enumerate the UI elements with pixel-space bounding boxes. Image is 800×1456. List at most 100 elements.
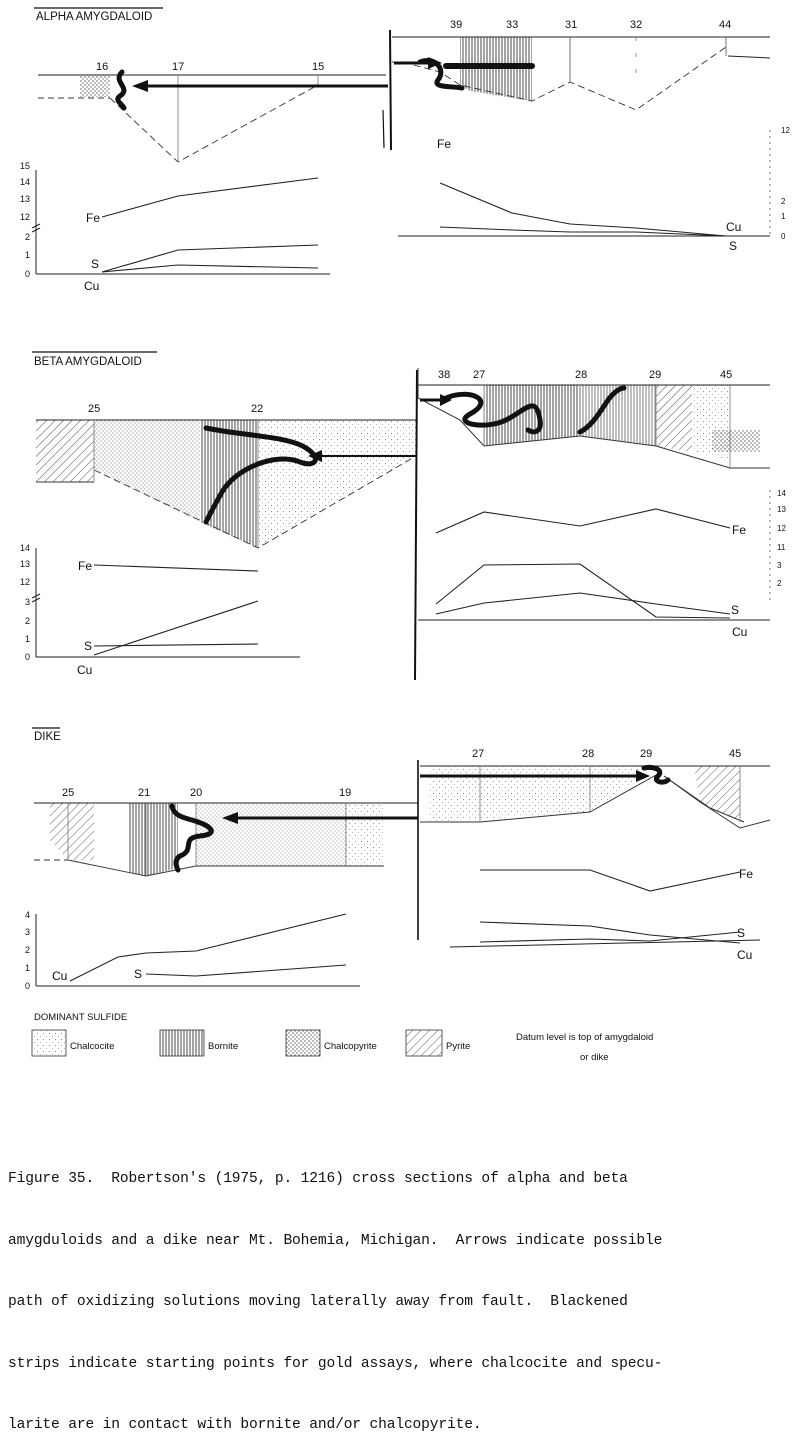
alpha-east-cross-section: 39 33 31 32 44 bbox=[391, 19, 771, 111]
alpha-fault-line-secondary bbox=[382, 109, 385, 149]
alpha-west-s-label: S bbox=[91, 257, 99, 271]
beta-east-s-label: S bbox=[731, 603, 739, 617]
beta-east-tick: 11 bbox=[777, 543, 786, 552]
figure-caption: Figure 35. Robertson's (1975, p. 1216) c… bbox=[8, 1128, 798, 1456]
alpha-hole-label: 32 bbox=[630, 19, 642, 31]
alpha-east-s-label: S bbox=[729, 239, 737, 253]
alpha-hole-label: 16 bbox=[96, 61, 108, 73]
dike-bornite-zone bbox=[128, 803, 178, 876]
beta-east-cu-line bbox=[435, 592, 731, 615]
beta-west-s-label: S bbox=[84, 639, 92, 653]
beta-title: BETA AMYGDALOID bbox=[34, 356, 142, 368]
beta-hole-label: 29 bbox=[649, 369, 661, 381]
dike-hole-label: 28 bbox=[582, 748, 594, 760]
dike-west-base-profile bbox=[67, 859, 384, 877]
alpha-west-cross-section: 16 17 15 bbox=[38, 61, 388, 163]
beta-west-fe-line bbox=[93, 564, 259, 572]
beta-section: BETA AMYGDALOID 25 22 bbox=[20, 351, 786, 681]
beta-fault-line bbox=[414, 369, 418, 681]
alpha-section: ALPHA AMYGDALOID 16 17 15 bbox=[20, 7, 790, 293]
alpha-west-tick: 0 bbox=[25, 269, 30, 279]
beta-hole-label: 27 bbox=[473, 369, 485, 381]
caption-line: path of oxidizing solutions moving later… bbox=[8, 1294, 628, 1310]
dike-west-cu-label: Cu bbox=[52, 969, 67, 983]
dike-east-s-label: S bbox=[737, 926, 745, 940]
cross-section-figure: ALPHA AMYGDALOID 16 17 15 bbox=[20, 7, 790, 1063]
alpha-east-base-profile bbox=[391, 46, 727, 111]
legend-label-pyrite: Pyrite bbox=[446, 1041, 470, 1052]
dike-east-cross-section: 27 28 29 45 bbox=[420, 748, 771, 829]
legend-label-bornite: Bornite bbox=[208, 1041, 238, 1052]
beta-east-blackened-strip-2 bbox=[577, 385, 627, 435]
alpha-west-tick: 12 bbox=[20, 212, 30, 222]
beta-west-fe-label: Fe bbox=[78, 559, 92, 573]
alpha-blackened-strip bbox=[115, 69, 127, 111]
alpha-east-s-line bbox=[439, 226, 727, 237]
dike-hole-label: 19 bbox=[339, 787, 351, 799]
caption-line: strips indicate starting points for gold… bbox=[8, 1355, 663, 1372]
beta-west-tick: 12 bbox=[20, 577, 30, 587]
beta-west-cross-section: 25 22 bbox=[36, 403, 417, 549]
beta-east-fe-line bbox=[435, 508, 731, 534]
alpha-east-tick: 0 bbox=[781, 232, 786, 241]
alpha-east-chemistry: Fe Cu S 12 2 1 0 bbox=[398, 126, 790, 253]
dike-east-base-profile bbox=[420, 774, 657, 823]
dike-chalcocite-zone-east bbox=[430, 766, 656, 822]
alpha-east-base-right bbox=[727, 55, 771, 59]
alpha-title: ALPHA AMYGDALOID bbox=[36, 11, 152, 23]
beta-hole-label: 25 bbox=[88, 403, 100, 415]
dike-east-arrowhead bbox=[636, 770, 650, 782]
alpha-chalcopyrite-zone bbox=[80, 75, 110, 97]
beta-chalcopyrite-zone-east bbox=[712, 430, 760, 452]
dike-section: DIKE 25 21 20 19 bbox=[25, 727, 771, 991]
dike-west-tick: 0 bbox=[25, 981, 30, 991]
dike-west-chemistry: 4 3 2 1 0 Cu S bbox=[25, 910, 360, 991]
dike-chalcocite-zone bbox=[346, 803, 384, 866]
alpha-east-blackened-strip bbox=[417, 58, 465, 91]
dike-west-tick: 3 bbox=[25, 927, 30, 937]
beta-pyrite-zone bbox=[36, 420, 94, 482]
beta-pyrite-zone-east bbox=[656, 385, 692, 452]
alpha-west-tick: 15 bbox=[20, 161, 30, 171]
dike-pyrite-zone-east bbox=[694, 766, 740, 822]
beta-hole-label: 38 bbox=[438, 369, 450, 381]
beta-east-s-line bbox=[435, 563, 731, 619]
dike-east-x-axis bbox=[449, 939, 761, 948]
beta-chalcocite-zone bbox=[258, 420, 416, 548]
dike-east-s-line bbox=[479, 921, 741, 944]
beta-bornite-zone-east-2 bbox=[580, 385, 656, 446]
legend-swatch-pyrite bbox=[405, 1029, 443, 1057]
beta-east-tick: 13 bbox=[777, 505, 786, 514]
beta-hole-label: 45 bbox=[720, 369, 732, 381]
beta-hole-label: 22 bbox=[251, 403, 263, 415]
dike-hole-label: 45 bbox=[729, 748, 741, 760]
legend: DOMINANT SULFIDE Chalcocite Bornite Chal… bbox=[31, 1012, 653, 1063]
caption-line: Figure 35. Robertson's (1975, p. 1216) c… bbox=[8, 1171, 628, 1187]
dike-hole-label: 29 bbox=[640, 748, 652, 760]
dike-west-cross-section: 25 21 20 19 bbox=[34, 787, 418, 877]
alpha-west-s-line bbox=[101, 244, 319, 273]
dike-hole-label: 20 bbox=[190, 787, 202, 799]
dike-east-chemistry: Fe S Cu bbox=[449, 867, 761, 962]
alpha-west-fe-label: Fe bbox=[86, 211, 100, 225]
beta-west-axis-break bbox=[31, 593, 41, 603]
dike-west-tick: 2 bbox=[25, 945, 30, 955]
alpha-west-tick: 1 bbox=[25, 250, 30, 260]
beta-west-tick: 13 bbox=[20, 559, 30, 569]
legend-label-chalcocite: Chalcocite bbox=[70, 1041, 114, 1052]
beta-hole-label: 28 bbox=[575, 369, 587, 381]
beta-east-cu-label: Cu bbox=[732, 625, 747, 639]
alpha-east-tick: 1 bbox=[781, 212, 786, 221]
beta-east-fe-label: Fe bbox=[732, 523, 746, 537]
datum-note-line2: or dike bbox=[580, 1052, 609, 1063]
alpha-west-tick: 13 bbox=[20, 194, 30, 204]
dike-blackened-strip bbox=[169, 803, 214, 873]
alpha-east-fe-line bbox=[439, 182, 727, 237]
beta-east-base-profile bbox=[417, 368, 770, 469]
dike-chalcopyrite-zone bbox=[196, 803, 346, 866]
beta-west-tick: 1 bbox=[25, 634, 30, 644]
dike-west-tick: 1 bbox=[25, 963, 30, 973]
dike-east-base-upper bbox=[663, 775, 745, 823]
alpha-hole-label: 33 bbox=[506, 19, 518, 31]
dike-title: DIKE bbox=[34, 731, 61, 743]
